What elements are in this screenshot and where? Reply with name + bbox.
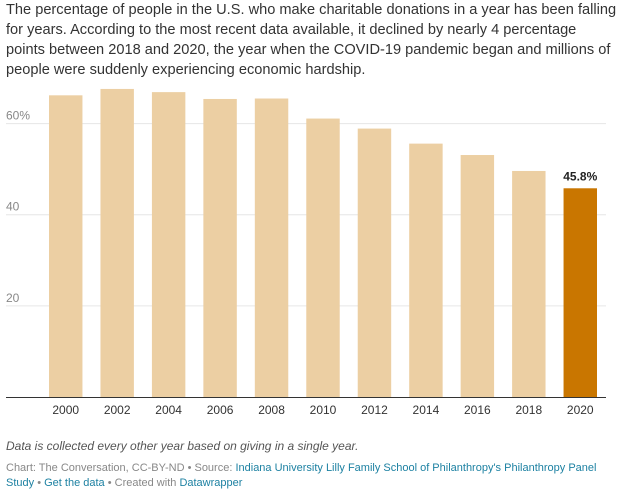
chart-headline: The percentage of people in the U.S. who… bbox=[6, 2, 617, 78]
bar-2012 bbox=[357, 128, 392, 397]
x-tick-label: 2014 bbox=[413, 403, 440, 417]
data-label-2020: 45.8% bbox=[563, 169, 597, 183]
x-tick-label: 2018 bbox=[515, 403, 542, 417]
x-tick-label: 2012 bbox=[361, 403, 388, 417]
x-tick-label: 2004 bbox=[155, 403, 182, 417]
bar-2018 bbox=[512, 170, 546, 397]
x-tick-label: 2016 bbox=[464, 403, 491, 417]
bar-2016 bbox=[460, 155, 495, 397]
bar-2002 bbox=[100, 88, 134, 398]
labels: 20 40 60% 2000 2002 2004 2006 2008 2010 2012 2014 2… bbox=[6, 109, 598, 417]
bar-chart: 20 40 60% 2000 2002 2004 2006 2008 2010 2012 2014 2… bbox=[6, 88, 606, 417]
x-tick-label: 2010 bbox=[310, 403, 337, 417]
y-tick-label: 60% bbox=[6, 109, 30, 123]
get-the-data-link[interactable]: Get the data bbox=[44, 477, 105, 489]
bar-2014 bbox=[409, 143, 443, 397]
datawrapper-link[interactable]: Datawrapper bbox=[179, 477, 243, 489]
bar-2000 bbox=[49, 95, 83, 397]
x-tick-label: 2000 bbox=[52, 403, 79, 417]
x-tick-label: 2006 bbox=[207, 403, 234, 417]
chart-note: Data is collected every other year based… bbox=[6, 439, 359, 453]
bar-2006 bbox=[203, 98, 237, 397]
bar-2020 bbox=[563, 188, 597, 397]
x-tick-label: 2008 bbox=[258, 403, 285, 417]
y-tick-label: 40 bbox=[6, 200, 20, 214]
x-tick-label: 2002 bbox=[104, 403, 131, 417]
footer-prefix: Chart: The Conversation, CC-BY-ND • Sour… bbox=[6, 462, 236, 474]
x-tick-label: 2020 bbox=[567, 403, 594, 417]
bars bbox=[49, 88, 597, 398]
source-link[interactable]: Indiana University Lilly Family School o… bbox=[6, 462, 597, 489]
footer-separator: • bbox=[34, 477, 45, 489]
chart-footer: Chart: The Conversation, CC-BY-ND • Sour… bbox=[6, 461, 618, 491]
bar-2010 bbox=[306, 118, 340, 398]
bar-2004 bbox=[151, 92, 186, 398]
bar-2008 bbox=[254, 98, 289, 397]
footer-created-with: • Created with bbox=[104, 477, 180, 489]
y-tick-label: 20 bbox=[6, 291, 20, 305]
